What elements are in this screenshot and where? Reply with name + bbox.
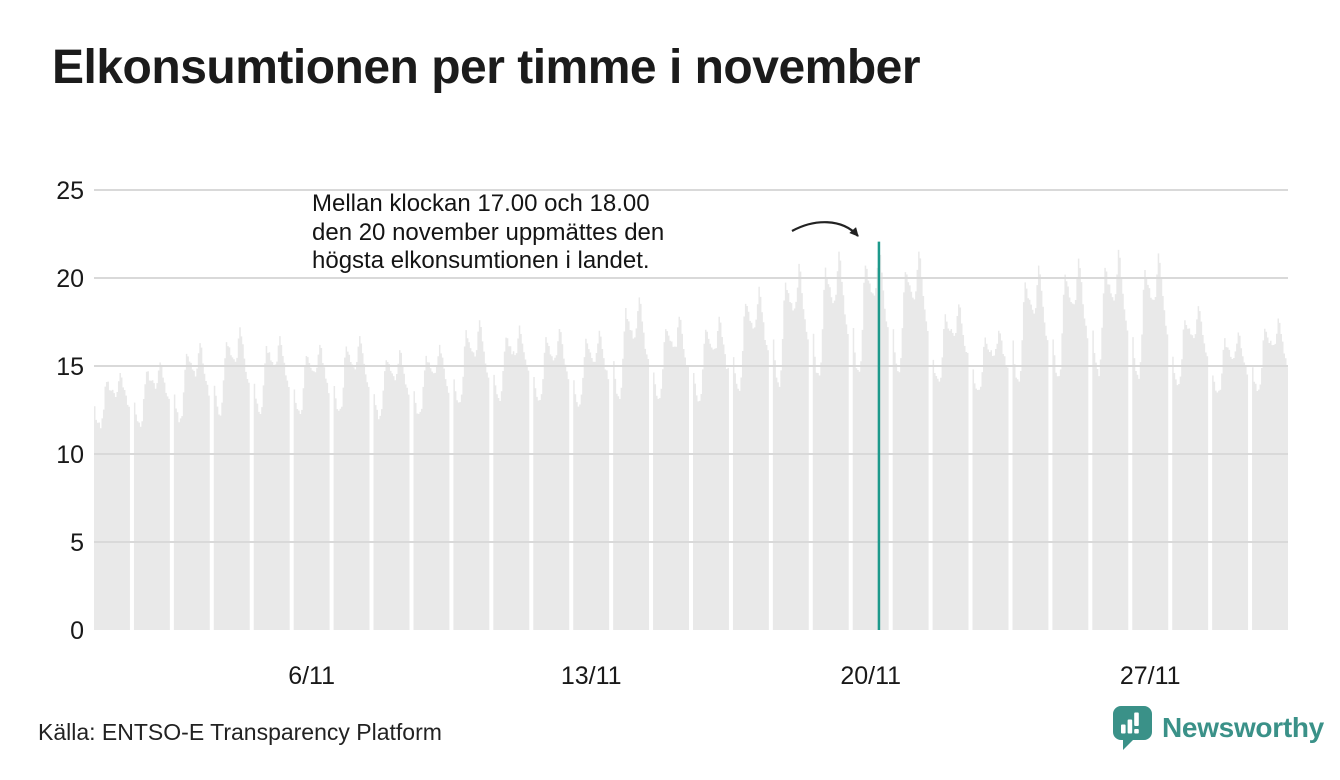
annotation-line-3: högsta elkonsumtionen i landet. (312, 247, 650, 274)
annotation-line-1: Mellan klockan 17.00 och 18.00 (312, 190, 650, 217)
day-consumption-area (613, 297, 650, 630)
day-consumption-area (453, 320, 490, 630)
day-consumption-area (373, 350, 410, 630)
day-consumption-area (693, 316, 729, 630)
day-consumption-area (892, 251, 929, 630)
x-tick-label: 27/11 (1120, 662, 1181, 690)
y-tick-label: 25 (56, 177, 84, 205)
day-consumption-area (1212, 332, 1249, 630)
day-consumption-area (413, 344, 450, 630)
y-tick-label: 0 (70, 617, 84, 645)
x-tick-label: 6/11 (288, 662, 335, 690)
day-consumption-area (772, 263, 809, 630)
annotation-line-2: den 20 november uppmättes den (312, 218, 665, 246)
day-consumption-area (493, 325, 530, 630)
day-consumption-area (972, 330, 1009, 630)
day-consumption-area (1172, 306, 1209, 630)
source-credit: Källa: ENTSO-E Transparency Platform (38, 719, 442, 745)
day-consumption-area (293, 344, 330, 630)
day-consumption-area (94, 373, 130, 630)
y-tick-label: 5 (70, 529, 84, 557)
annotation-arrow (791, 221, 859, 237)
day-consumption-area (1252, 318, 1288, 630)
day-consumption-area (533, 329, 570, 630)
y-tick-label: 10 (56, 441, 84, 469)
day-consumption-area (653, 316, 689, 630)
day-consumption-area (732, 286, 769, 630)
brand-logo: Newsworthy (1112, 705, 1324, 751)
day-consumption-area (1132, 253, 1169, 631)
day-consumption-area (1092, 249, 1129, 630)
peak-annotation: Mellan klockan 17.00 och 18.00 den 20 no… (312, 190, 664, 276)
day-consumption-area (253, 336, 290, 630)
day-consumption-area (213, 327, 250, 630)
day-consumption-area (812, 251, 849, 630)
brand-name: Newsworthy (1162, 712, 1324, 743)
day-consumption-area (133, 362, 170, 630)
y-tick-label: 15 (56, 353, 84, 381)
day-consumption-area (173, 343, 210, 630)
day-consumption-area (932, 304, 969, 630)
day-consumption-area (1052, 258, 1089, 630)
day-consumption-area (1012, 265, 1049, 630)
x-tick-label: 20/11 (840, 662, 901, 690)
x-tick-label: 13/11 (561, 662, 622, 690)
day-consumption-area (852, 244, 889, 630)
day-consumption-area (573, 330, 610, 630)
day-consumption-area (333, 336, 370, 630)
bar-chart-speech-bubble-icon (1113, 706, 1152, 750)
y-tick-label: 20 (56, 265, 84, 293)
chart-title: Elkonsumtionen per timme i november (52, 41, 921, 94)
